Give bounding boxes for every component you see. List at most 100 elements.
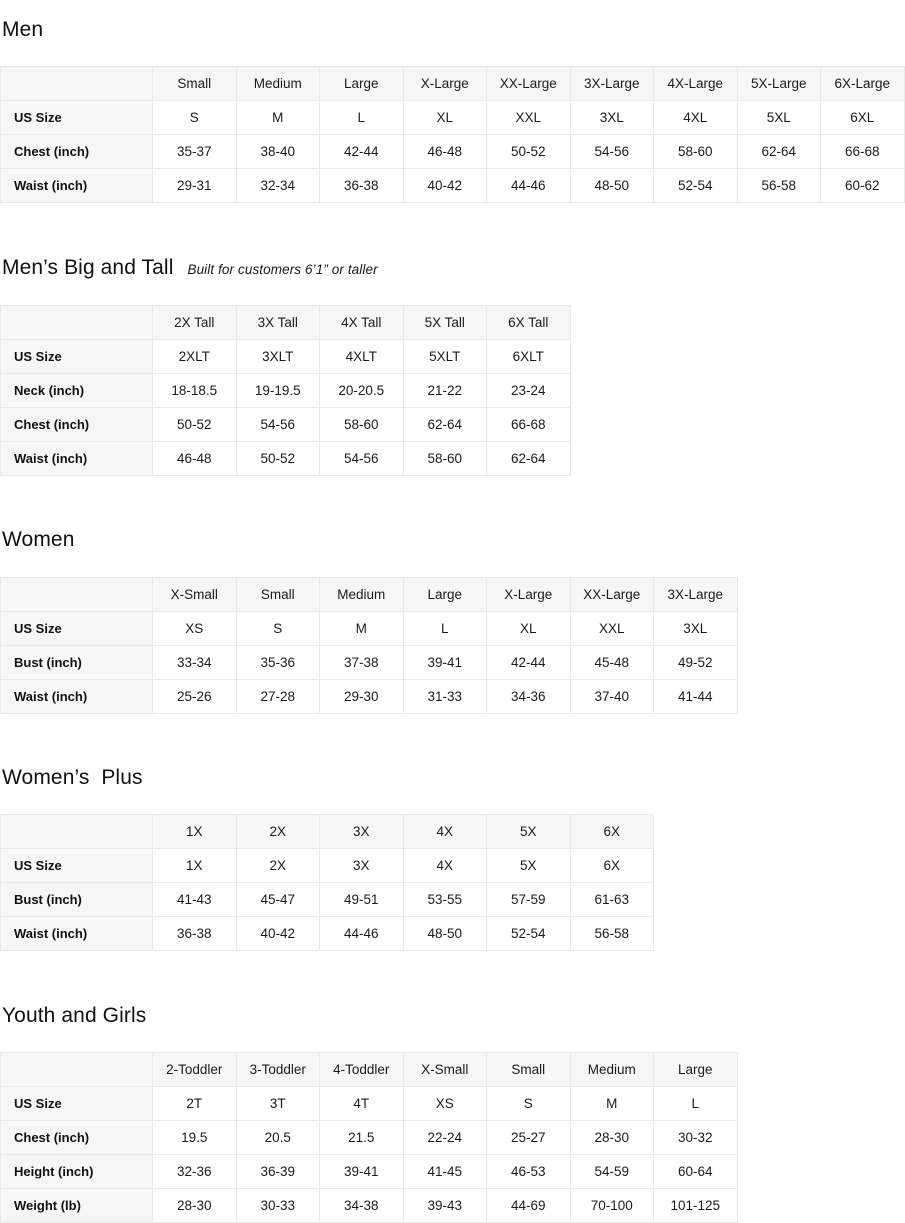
table-wrap-men: Small Medium Large X-Large XX-Large 3X-Large 4… bbox=[0, 65, 905, 203]
table-cell: 6XLT bbox=[486, 338, 571, 374]
row-label: US Size bbox=[0, 99, 153, 135]
page-title: Men bbox=[2, 18, 44, 42]
table-row: US Size 2XLT 3XLT 4XLT 5XLT 6XLT bbox=[0, 338, 571, 374]
table-corner-cell bbox=[0, 1052, 153, 1088]
table-cell: 44-69 bbox=[486, 1188, 571, 1223]
table-cell: 40-42 bbox=[235, 916, 320, 952]
table-cell: 58-60 bbox=[653, 133, 738, 169]
column-header: Large bbox=[402, 576, 487, 612]
size-table-mens-big-and-tall: 2X Tall 3X Tall 4X Tall 5X Tall 6X Tall US Si… bbox=[0, 304, 571, 476]
column-header: Medium bbox=[569, 1052, 654, 1088]
column-header: 2X bbox=[235, 814, 320, 850]
table-cell: 25-27 bbox=[486, 1120, 571, 1156]
section-header-youth-and-girls: Youth and Girls bbox=[0, 987, 905, 1043]
column-header: 4X Tall bbox=[319, 304, 404, 340]
row-label: Waist (inch) bbox=[0, 678, 153, 714]
section-header-womens-plus: Women’s Plus bbox=[0, 750, 905, 806]
column-header: X-Large bbox=[402, 65, 487, 101]
table-cell: 1X bbox=[152, 848, 237, 884]
table-cell: 58-60 bbox=[319, 406, 404, 442]
column-header: 2X Tall bbox=[152, 304, 237, 340]
table-cell: S bbox=[152, 99, 237, 135]
column-header: X-Small bbox=[152, 576, 237, 612]
table-cell: 62-64 bbox=[486, 440, 571, 476]
table-cell: 44-46 bbox=[319, 916, 404, 952]
table-header-row: 1X 2X 3X 4X 5X 6X bbox=[0, 814, 654, 850]
table-cell: 42-44 bbox=[486, 644, 571, 680]
table-cell: 6X bbox=[569, 848, 654, 884]
table-cell: 40-42 bbox=[402, 167, 487, 203]
column-header: 5X Tall bbox=[402, 304, 487, 340]
table-cell: 2XLT bbox=[152, 338, 237, 374]
column-header: 6X Tall bbox=[486, 304, 571, 340]
table-cell: 62-64 bbox=[402, 406, 487, 442]
table-cell: 66-68 bbox=[820, 133, 905, 169]
table-cell: XXL bbox=[569, 610, 654, 646]
column-header: 5X-Large bbox=[736, 65, 821, 101]
section-women: Women X-Small Small Medium Large X-Large XX-L… bbox=[0, 476, 905, 714]
table-cell: 5XLT bbox=[402, 338, 487, 374]
table-cell: 101-125 bbox=[653, 1188, 738, 1223]
table-cell: 44-46 bbox=[486, 167, 571, 203]
table-cell: 21-22 bbox=[402, 372, 487, 408]
row-label: US Size bbox=[0, 848, 153, 884]
table-row: Neck (inch) 18-18.5 19-19.5 20-20.5 21-22 23-… bbox=[0, 372, 571, 408]
column-header: 1X bbox=[152, 814, 237, 850]
column-header: Small bbox=[235, 576, 320, 612]
table-cell: 23-24 bbox=[486, 372, 571, 408]
table-cell: 20.5 bbox=[235, 1120, 320, 1156]
section-header-mens-big-and-tall: Men’s Big and Tall Built for customers 6… bbox=[0, 240, 905, 296]
table-cell: L bbox=[402, 610, 487, 646]
table-cell: 41-43 bbox=[152, 882, 237, 918]
table-cell: 30-33 bbox=[235, 1188, 320, 1223]
table-cell: 34-38 bbox=[319, 1188, 404, 1223]
table-cell: 35-36 bbox=[235, 644, 320, 680]
table-cell: 61-63 bbox=[569, 882, 654, 918]
section-youth-and-girls: Youth and Girls 2-Toddler 3-Toddler 4-Todd… bbox=[0, 951, 905, 1223]
table-cell: 56-58 bbox=[569, 916, 654, 952]
column-header: 6X-Large bbox=[820, 65, 905, 101]
table-cell: 49-51 bbox=[319, 882, 404, 918]
table-cell: XS bbox=[402, 1086, 487, 1122]
table-cell: 36-39 bbox=[235, 1154, 320, 1190]
row-label: US Size bbox=[0, 1086, 153, 1122]
table-cell: 57-59 bbox=[486, 882, 571, 918]
column-header: X-Large bbox=[486, 576, 571, 612]
table-cell: 52-54 bbox=[653, 167, 738, 203]
table-cell: 46-48 bbox=[402, 133, 487, 169]
table-row: US Size 2T 3T 4T XS S M L bbox=[0, 1086, 738, 1122]
table-header-row: 2-Toddler 3-Toddler 4-Toddler X-Small Small M… bbox=[0, 1052, 738, 1088]
table-header-row: 2X Tall 3X Tall 4X Tall 5X Tall 6X Tall bbox=[0, 304, 571, 340]
table-cell: 31-33 bbox=[402, 678, 487, 714]
table-row: US Size 1X 2X 3X 4X 5X 6X bbox=[0, 848, 654, 884]
table-cell: 35-37 bbox=[152, 133, 237, 169]
table-cell: S bbox=[486, 1086, 571, 1122]
table-row: Height (inch) 32-36 36-39 39-41 41-45 46-53 54… bbox=[0, 1154, 738, 1190]
table-cell: M bbox=[235, 99, 320, 135]
table-header-row: X-Small Small Medium Large X-Large XX-Large 3X… bbox=[0, 576, 738, 612]
row-label: Height (inch) bbox=[0, 1154, 153, 1190]
column-header: 3X-Large bbox=[653, 576, 738, 612]
table-cell: 32-34 bbox=[235, 167, 320, 203]
column-header: 4X-Large bbox=[653, 65, 738, 101]
table-row: Waist (inch) 29-31 32-34 36-38 40-42 44-46 48-… bbox=[0, 167, 905, 203]
table-corner-cell bbox=[0, 814, 153, 850]
section-header-men: Men bbox=[0, 2, 905, 58]
table-cell: 54-59 bbox=[569, 1154, 654, 1190]
table-cell: 22-24 bbox=[402, 1120, 487, 1156]
table-cell: M bbox=[319, 610, 404, 646]
table-cell: 29-31 bbox=[152, 167, 237, 203]
table-cell: 60-64 bbox=[653, 1154, 738, 1190]
table-cell: 3T bbox=[235, 1086, 320, 1122]
table-cell: 50-52 bbox=[486, 133, 571, 169]
row-label: Neck (inch) bbox=[0, 372, 153, 408]
column-header: 3X bbox=[319, 814, 404, 850]
size-table-women: X-Small Small Medium Large X-Large XX-Large 3X… bbox=[0, 576, 738, 714]
table-row: US Size S M L XL XXL 3XL 4XL 5XL 6XL bbox=[0, 99, 905, 135]
column-header: Large bbox=[653, 1052, 738, 1088]
size-table-men: Small Medium Large X-Large XX-Large 3X-Large 4… bbox=[0, 65, 905, 203]
row-label: Chest (inch) bbox=[0, 133, 153, 169]
column-header: Medium bbox=[319, 576, 404, 612]
column-header: X-Small bbox=[402, 1052, 487, 1088]
